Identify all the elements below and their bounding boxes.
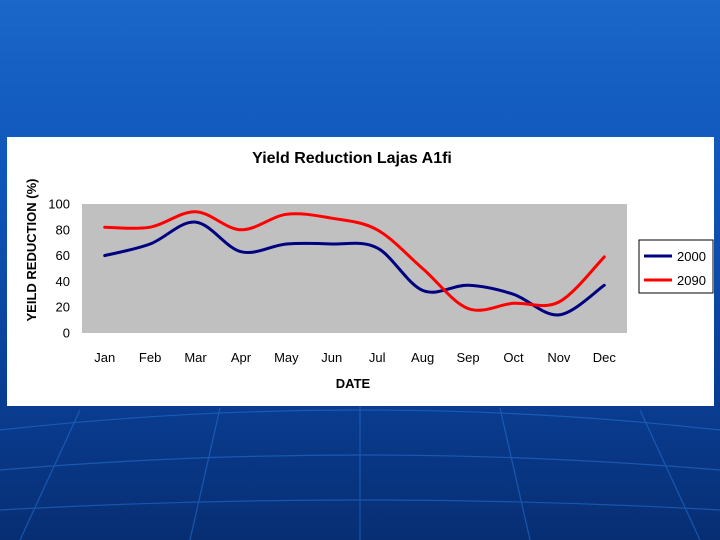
legend: 2000 2090 [638, 239, 714, 294]
y-tick-label: 20 [56, 300, 70, 315]
x-tick-label: Dec [593, 350, 617, 365]
y-tick-label: 0 [63, 326, 70, 341]
plot-area [82, 204, 627, 333]
y-tick-label: 80 [56, 222, 70, 237]
series-line-2090 [103, 210, 606, 312]
x-tick-label: Nov [547, 350, 571, 365]
x-tick-label: Aug [411, 350, 434, 365]
x-tick-label: Mar [184, 350, 207, 365]
y-axis-title: YEILD REDUCTION (%) [24, 179, 39, 322]
legend-label-2090: 2090 [677, 273, 706, 288]
y-tick-label: 100 [48, 197, 70, 212]
x-tick-label: Sep [456, 350, 479, 365]
x-tick-label: Jun [321, 350, 342, 365]
x-tick-label: Apr [231, 350, 252, 365]
x-tick-label: Feb [139, 350, 161, 365]
legend-label-2000: 2000 [677, 249, 706, 264]
x-axis-title: DATE [336, 376, 371, 391]
y-axis-ticks: 0 20 40 60 80 100 [48, 197, 70, 341]
series-lines [103, 210, 606, 317]
y-tick-label: 60 [56, 248, 70, 263]
x-tick-label: May [274, 350, 299, 365]
x-tick-label: Jan [94, 350, 115, 365]
line-chart: Yield Reduction Lajas A1fi YEILD REDUCTI… [24, 150, 714, 391]
y-tick-label: 40 [56, 274, 70, 289]
x-tick-label: Oct [503, 350, 524, 365]
chart-frame: Yield Reduction Lajas A1fi YEILD REDUCTI… [7, 137, 714, 406]
chart-title: Yield Reduction Lajas A1fi [252, 150, 452, 167]
series-line-2000 [103, 220, 606, 317]
legend-box [638, 239, 714, 294]
x-axis-ticks: Jan Feb Mar Apr May Jun Jul Aug Sep Oct Nov Dec [94, 350, 616, 365]
x-tick-label: Jul [369, 350, 386, 365]
